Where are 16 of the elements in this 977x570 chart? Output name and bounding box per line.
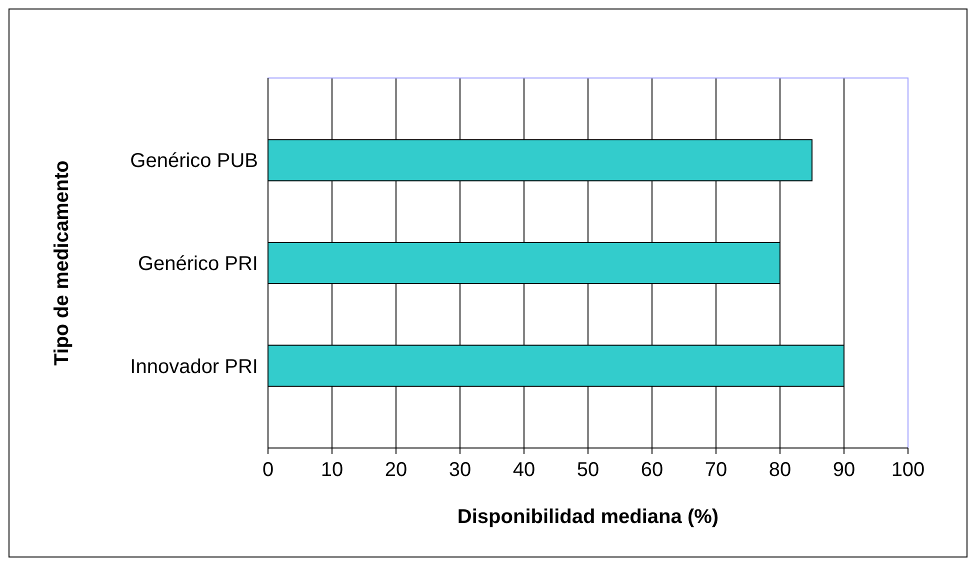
x-axis-title: Disponibilidad mediana (%): [457, 506, 719, 528]
y-tick-label: Innovador PRI: [130, 356, 258, 378]
x-tick-label: 20: [384, 459, 408, 481]
x-tick-label: 10: [320, 459, 344, 481]
x-tick-label: 70: [704, 459, 728, 481]
x-tick-label: 50: [576, 459, 600, 481]
x-tick-label: 90: [832, 459, 856, 481]
x-tick-label: 60: [640, 459, 664, 481]
x-tick-label: 80: [768, 459, 792, 481]
y-tick-label: Genérico PRI: [138, 253, 258, 275]
x-tick-label: 100: [891, 459, 925, 481]
x-tick-label: 30: [448, 459, 472, 481]
y-axis-title: Tipo de medicamento: [51, 160, 73, 366]
x-tick-label: 0: [262, 459, 274, 481]
y-tick-label: Genérico PUB: [130, 150, 258, 172]
x-tick-label: 40: [512, 459, 536, 481]
